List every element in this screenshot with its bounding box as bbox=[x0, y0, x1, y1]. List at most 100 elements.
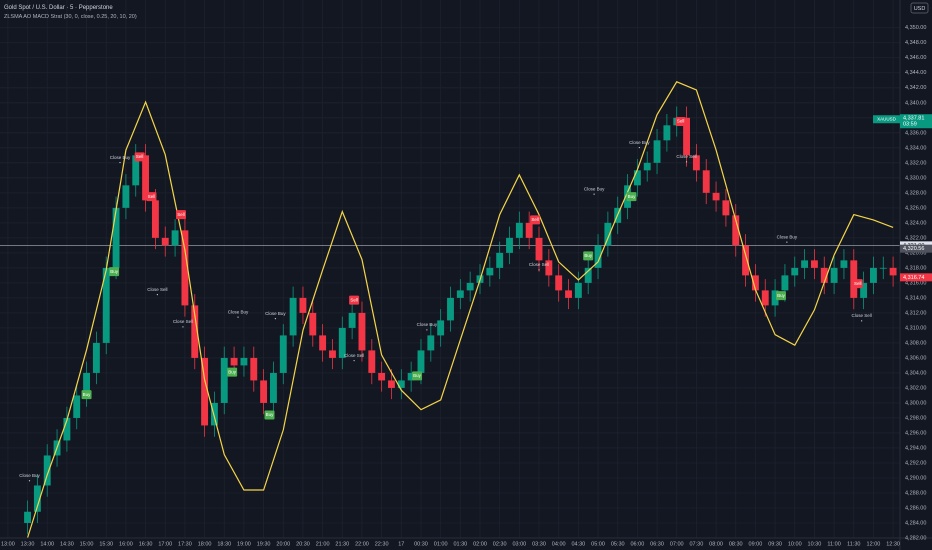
signal-label: Close Buy bbox=[417, 322, 438, 327]
candle-body bbox=[43, 455, 51, 486]
price-tag-label: 4,320.56 bbox=[903, 246, 924, 252]
signal-point bbox=[861, 320, 863, 322]
y-tick-label: 4,326.00 bbox=[905, 205, 926, 211]
x-tick-label: 08:30 bbox=[729, 541, 743, 547]
y-tick-label: 4,350.00 bbox=[905, 25, 926, 31]
signal-badge bbox=[530, 215, 541, 225]
x-tick-label: 17 bbox=[398, 541, 404, 547]
candle-body bbox=[210, 402, 218, 426]
candle-body bbox=[535, 237, 543, 261]
x-tick-label: 14:00 bbox=[40, 541, 54, 547]
candle-body bbox=[161, 237, 169, 246]
x-tick-label: 16:30 bbox=[139, 541, 153, 547]
candle-body bbox=[102, 267, 110, 343]
y-tick-label: 4,322.00 bbox=[905, 235, 926, 241]
signal-badge bbox=[583, 251, 594, 261]
candle-body bbox=[447, 297, 454, 321]
candle-body bbox=[791, 267, 799, 276]
signal-badge bbox=[227, 367, 238, 377]
y-tick-label: 4,290.00 bbox=[905, 475, 926, 481]
candle-body bbox=[83, 372, 90, 396]
signal-label: Close Sell bbox=[344, 353, 364, 358]
candle-body bbox=[407, 372, 415, 381]
y-tick-label: 4,288.00 bbox=[905, 490, 926, 496]
x-tick-label: 17:00 bbox=[158, 541, 172, 547]
x-tick-label: 14:30 bbox=[60, 541, 74, 547]
y-tick-label: 4,296.00 bbox=[905, 430, 926, 436]
candle-body bbox=[751, 275, 759, 291]
candle-body bbox=[33, 485, 41, 512]
signal-badge bbox=[175, 210, 186, 220]
currency[interactable]: USD bbox=[914, 6, 926, 12]
x-tick-label: 01:00 bbox=[434, 541, 448, 547]
signal-label: Sell bbox=[531, 217, 539, 222]
y-tick-label: 4,340.00 bbox=[905, 100, 926, 106]
candle-body bbox=[702, 170, 710, 193]
y-tick-label: 4,310.00 bbox=[905, 325, 926, 331]
grid bbox=[0, 0, 900, 539]
signal-label: Close Sell bbox=[147, 287, 167, 292]
indicator-line bbox=[26, 81, 894, 539]
x-tick-label: 19:30 bbox=[257, 541, 271, 547]
y-tick-label: 4,336.00 bbox=[905, 130, 926, 136]
x-tick-label: 03:00 bbox=[512, 541, 526, 547]
currency-box[interactable] bbox=[910, 2, 929, 14]
x-tick-label: 00:30 bbox=[414, 541, 428, 547]
candle-body bbox=[279, 335, 287, 373]
candle-body bbox=[574, 282, 582, 298]
signal-label: Close Buy bbox=[19, 473, 40, 478]
x-tick-label: 19:00 bbox=[237, 541, 251, 547]
y-tick-label: 4,324.00 bbox=[905, 220, 926, 226]
signal-label: Close Buy bbox=[110, 155, 131, 160]
candle-body bbox=[604, 222, 612, 246]
candle-body bbox=[171, 230, 179, 246]
x-tick-label: 20:30 bbox=[296, 541, 310, 547]
signal-badge bbox=[775, 291, 786, 301]
signal-label: Sell bbox=[854, 281, 862, 286]
price-tag-label: 4,337.81 bbox=[903, 116, 924, 122]
candle-body bbox=[830, 267, 838, 283]
chart-title: Gold Spot / U.S. Dollar · 5 · Pepperston… bbox=[4, 5, 113, 11]
candle-body bbox=[761, 290, 769, 306]
x-tick-label: 18:00 bbox=[198, 541, 212, 547]
y-tick-label: 4,348.00 bbox=[905, 40, 926, 46]
y-tick-label: 4,344.00 bbox=[905, 70, 926, 76]
signal-label: Buy bbox=[83, 392, 92, 397]
x-tick-label: 03:30 bbox=[532, 541, 546, 547]
x-tick-label: 20:00 bbox=[276, 541, 290, 547]
signal-point bbox=[28, 480, 31, 482]
price-tag bbox=[900, 273, 932, 282]
signal-point bbox=[119, 161, 121, 164]
candle-body bbox=[201, 357, 209, 426]
signal-label: Close Sell bbox=[173, 319, 193, 324]
x-tick-label: 01:30 bbox=[453, 541, 467, 547]
candle-body bbox=[329, 350, 336, 358]
y-tick-label: 4,316.00 bbox=[905, 280, 926, 286]
x-tick-label: 15:00 bbox=[80, 541, 94, 547]
candle-body bbox=[122, 185, 130, 208]
x-tick-label: 09:00 bbox=[749, 541, 763, 547]
x-tick-label: 12:30 bbox=[886, 541, 900, 547]
candle-body bbox=[358, 312, 366, 351]
price-tag bbox=[900, 244, 932, 253]
candle-body bbox=[692, 155, 700, 171]
candle-body bbox=[525, 222, 533, 238]
candle-body bbox=[260, 380, 268, 403]
symbol-tag bbox=[873, 115, 900, 124]
x-tick-label: 17:30 bbox=[178, 541, 192, 547]
x-tick-label: 06:00 bbox=[630, 541, 644, 547]
signal-badge bbox=[626, 192, 637, 202]
price-tag bbox=[900, 114, 932, 129]
candle-body bbox=[427, 335, 435, 351]
y-tick-label: 4,286.00 bbox=[905, 505, 926, 511]
signal-label: Close Buy bbox=[777, 234, 798, 239]
candle-body bbox=[545, 260, 553, 276]
signal-label: Buy bbox=[584, 253, 593, 258]
signal-badge bbox=[134, 152, 145, 162]
signal-badge bbox=[675, 117, 686, 127]
y-tick-label: 4,308.00 bbox=[905, 340, 926, 346]
signal-label: Close Buy bbox=[265, 311, 286, 316]
x-tick-label: 04:30 bbox=[571, 541, 585, 547]
